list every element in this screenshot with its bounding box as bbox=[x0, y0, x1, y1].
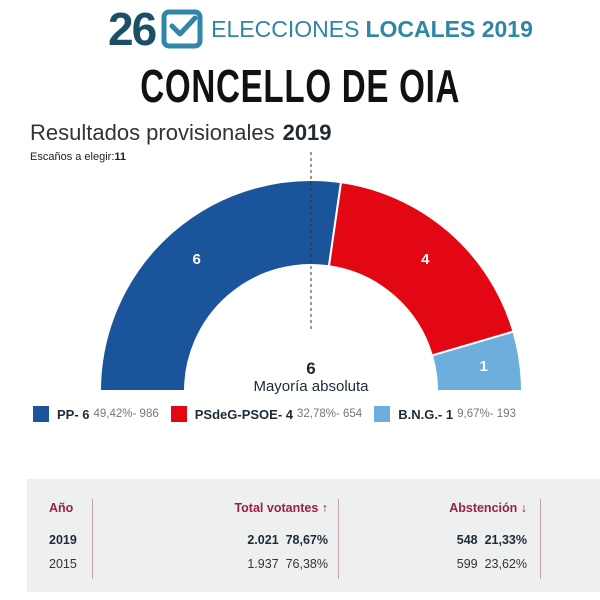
row-2015-year: 2015 bbox=[49, 557, 77, 571]
legend-name: PSdeG-PSOE- 4 bbox=[194, 406, 293, 422]
seat-count-label: 1 bbox=[480, 358, 488, 375]
legend-swatch-bng bbox=[374, 406, 391, 422]
election-day: 26 bbox=[108, 3, 157, 55]
seat-segment-b-n-g-[interactable] bbox=[430, 330, 524, 392]
column-divider bbox=[92, 499, 93, 579]
majority-value: 6 bbox=[306, 359, 315, 378]
voters-pct: 78,67% bbox=[285, 533, 328, 547]
legend-item-bng[interactable]: B.N.G.- 1 9,67%- 193 bbox=[374, 406, 516, 422]
seats-label: Escaños a elegir: bbox=[30, 151, 115, 163]
abst-pct: 21,33% bbox=[484, 533, 527, 547]
checkbox-icon bbox=[161, 9, 203, 49]
header-abstention[interactable]: Abstención ↓ bbox=[449, 501, 527, 515]
column-divider bbox=[338, 499, 339, 579]
legend-name: PP- 6 bbox=[57, 406, 90, 422]
seats-value: 11 bbox=[114, 151, 127, 163]
seat-segment-psdeg-psoe[interactable] bbox=[327, 181, 515, 357]
legend-stats: 32,78%- 654 bbox=[296, 408, 363, 420]
legend-name: B.N.G.- 1 bbox=[398, 406, 454, 422]
legend-stats: 9,67%- 193 bbox=[457, 408, 516, 420]
voters-count: 1.937 bbox=[247, 557, 279, 571]
page-title-wrap: CONCELLO DE OIA bbox=[0, 60, 600, 112]
header-title-light: ELECCIONES bbox=[211, 15, 360, 42]
legend-swatch-psoe bbox=[170, 406, 187, 422]
column-divider bbox=[540, 499, 541, 579]
legend-swatch-pp bbox=[33, 406, 49, 422]
seats-to-elect: Escaños a elegir:11 bbox=[30, 151, 126, 163]
seat-segment-pp[interactable] bbox=[98, 179, 343, 392]
row-2019-voters: 2.021 78,67% bbox=[247, 533, 328, 547]
legend-item-pp[interactable]: PP- 6 49,42%- 986 bbox=[33, 406, 159, 422]
legend-stats: 49,42%- 986 bbox=[93, 408, 159, 420]
row-2015-abstention: 599 23,62% bbox=[457, 557, 527, 571]
majority-label: Mayoría absoluta bbox=[253, 378, 369, 395]
row-2015-voters: 1.937 76,38% bbox=[247, 557, 328, 571]
row-2019-year: 2019 bbox=[49, 533, 77, 547]
row-2019-abstention: 548 21,33% bbox=[457, 533, 527, 547]
results-subtitle: Resultados provisionales 2019 bbox=[30, 120, 332, 146]
abst-pct: 23,62% bbox=[484, 557, 527, 571]
header-year[interactable]: Año bbox=[49, 501, 74, 515]
election-header: 26 ELECCIONES LOCALES 2019 bbox=[108, 6, 533, 52]
legend-item-psoe[interactable]: PSdeG-PSOE- 4 32,78%- 654 bbox=[170, 406, 363, 422]
voters-pct: 76,38% bbox=[285, 557, 328, 571]
subtitle-year: 2019 bbox=[282, 120, 332, 145]
legend: PP- 6 49,42%- 986 PSdeG-PSOE- 4 32,78%- … bbox=[33, 406, 528, 422]
voters-count: 2.021 bbox=[247, 533, 279, 547]
header-title-bold: LOCALES 2019 bbox=[365, 15, 533, 42]
abst-count: 548 bbox=[456, 533, 478, 547]
page-title: CONCELLO DE OIA bbox=[140, 60, 460, 112]
abst-count: 599 bbox=[456, 557, 478, 571]
subtitle-label: Resultados provisionales bbox=[30, 120, 275, 145]
turnout-table: Año Total votantes ↑ Abstención ↓ 2019 2… bbox=[27, 479, 600, 592]
header-total-voters[interactable]: Total votantes ↑ bbox=[234, 501, 328, 515]
seat-count-label: 4 bbox=[421, 251, 430, 268]
seat-count-label: 6 bbox=[193, 251, 201, 268]
